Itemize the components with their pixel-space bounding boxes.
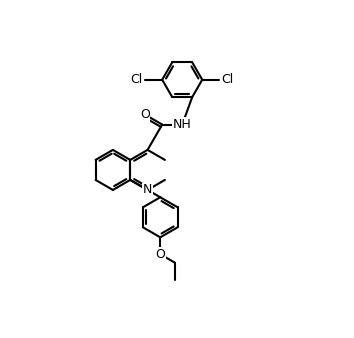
Text: NH: NH: [173, 118, 192, 131]
Text: Cl: Cl: [222, 73, 234, 86]
Text: Cl: Cl: [131, 73, 143, 86]
Text: O: O: [140, 108, 150, 121]
Text: O: O: [155, 248, 165, 261]
Text: N: N: [143, 184, 152, 196]
